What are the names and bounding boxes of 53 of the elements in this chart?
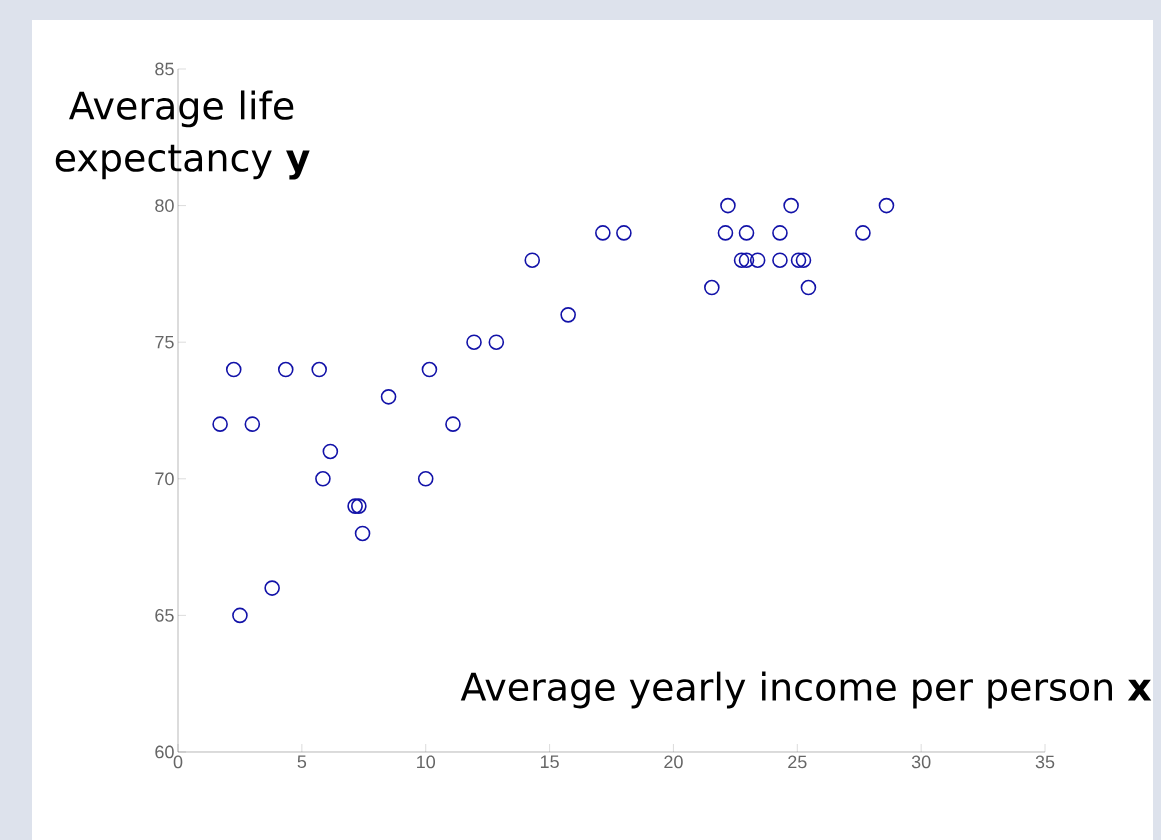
point xyxy=(616,225,632,241)
x-tick-label: 25 xyxy=(788,755,807,769)
point xyxy=(738,252,755,269)
point xyxy=(351,498,367,514)
point xyxy=(595,225,611,241)
point xyxy=(232,607,248,624)
point xyxy=(524,252,541,269)
point xyxy=(790,252,807,269)
point xyxy=(244,416,261,432)
point xyxy=(733,252,750,269)
point xyxy=(704,279,720,296)
y-tick-label: 80 xyxy=(155,199,174,212)
point xyxy=(749,252,766,269)
x-tick-label: 5 xyxy=(297,755,307,769)
point xyxy=(277,361,294,378)
point xyxy=(315,470,331,487)
x-tick-label: 10 xyxy=(417,755,436,769)
x-tick-label: 35 xyxy=(1035,755,1055,769)
point xyxy=(720,197,736,214)
point xyxy=(772,225,788,241)
y-tick-label: 75 xyxy=(155,335,174,349)
point xyxy=(878,197,895,214)
point xyxy=(421,361,438,378)
x-tick-label: 0 xyxy=(173,755,183,769)
x-tick-label: 30 xyxy=(911,755,931,769)
point xyxy=(347,498,363,514)
x-tick-label: 20 xyxy=(664,755,683,769)
x-axis-title: Average yearly income per person x xyxy=(460,671,1152,709)
point xyxy=(717,225,734,241)
point xyxy=(264,580,280,596)
point xyxy=(445,416,461,432)
x-tick-label: 15 xyxy=(540,755,559,769)
point xyxy=(488,334,505,350)
y-tick-label: 85 xyxy=(155,62,174,76)
y-axis-title: Average life expectancy y xyxy=(55,90,310,180)
point xyxy=(380,389,397,405)
point xyxy=(212,416,228,432)
y-tick-label: 65 xyxy=(155,609,174,622)
point xyxy=(354,525,371,542)
y-tick-label: 60 xyxy=(155,745,174,759)
point xyxy=(795,252,812,269)
point xyxy=(225,361,242,378)
point xyxy=(466,334,482,350)
point xyxy=(738,225,755,241)
point xyxy=(311,361,327,378)
point xyxy=(783,197,799,214)
point xyxy=(800,279,817,296)
point xyxy=(322,443,339,460)
y-tick-label: 70 xyxy=(155,472,174,486)
point xyxy=(560,307,576,323)
point xyxy=(855,225,871,241)
point xyxy=(772,252,788,269)
point xyxy=(417,470,434,487)
